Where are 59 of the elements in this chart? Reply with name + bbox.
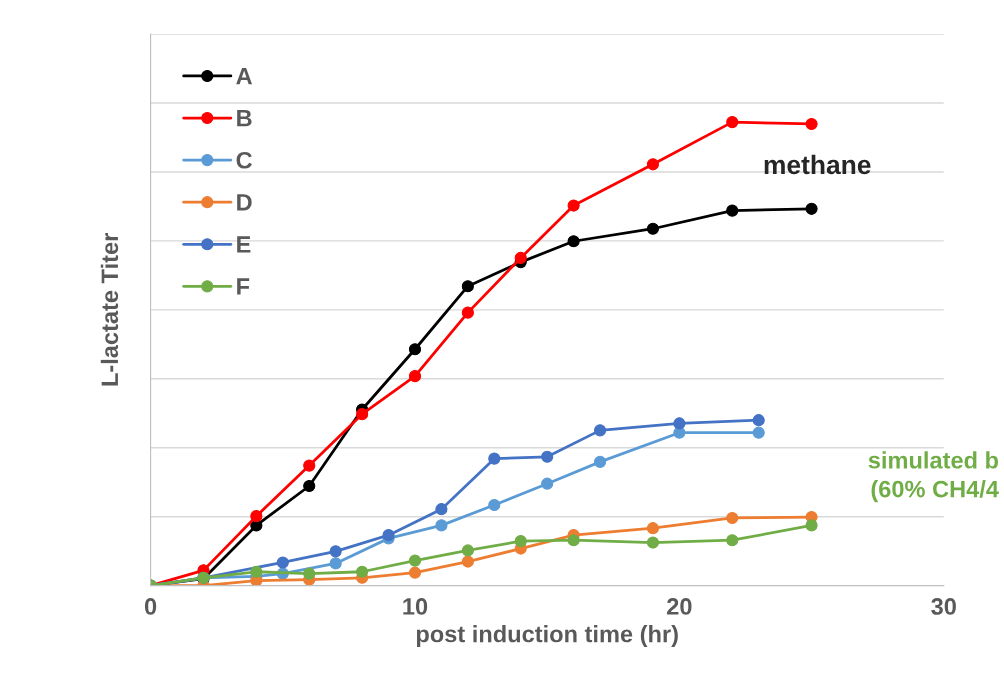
- point: [250, 565, 263, 578]
- point: [329, 545, 342, 558]
- legend-label: A: [236, 67, 253, 85]
- point: [250, 510, 263, 523]
- legend-label: C: [236, 151, 253, 169]
- point: [593, 424, 607, 437]
- point: [726, 204, 739, 217]
- legend-label: F: [237, 278, 250, 295]
- point: [408, 370, 422, 383]
- point: [408, 566, 422, 579]
- point: [435, 519, 448, 532]
- point: [303, 567, 316, 580]
- point: [461, 555, 474, 568]
- point: [726, 116, 739, 129]
- point: [303, 459, 316, 472]
- point: [752, 426, 765, 439]
- legend-label: E: [237, 236, 251, 253]
- x-tick-label: 0: [144, 598, 157, 615]
- point: [356, 408, 369, 421]
- point: [541, 450, 554, 463]
- legend-label: B: [237, 110, 252, 127]
- point: [567, 199, 580, 212]
- point: [673, 417, 686, 430]
- point: [488, 452, 501, 465]
- annotation: methane: [764, 154, 871, 175]
- point: [408, 343, 422, 356]
- point: [805, 117, 818, 131]
- x-tick-label: 10: [403, 598, 428, 615]
- point: [461, 306, 474, 319]
- point: [567, 235, 580, 248]
- point: [514, 251, 527, 265]
- point: [514, 535, 527, 548]
- point: [567, 534, 580, 547]
- annotation: simulated b (60% CH4/4: [868, 451, 999, 503]
- point: [752, 414, 765, 427]
- point: [303, 479, 316, 493]
- x-tick-label: 20: [667, 598, 692, 615]
- point: [593, 455, 607, 468]
- y-axis-title: L-lactate Titer: [100, 233, 119, 386]
- point: [541, 477, 554, 490]
- point: [646, 222, 660, 235]
- point: [726, 534, 739, 547]
- point: [726, 511, 739, 525]
- point: [461, 280, 474, 293]
- x-tick-label: 30: [931, 598, 956, 615]
- point: [488, 498, 501, 512]
- point: [461, 544, 474, 557]
- legend-label: D: [237, 194, 252, 211]
- point: [276, 556, 289, 569]
- point: [435, 503, 448, 516]
- point: [408, 554, 422, 567]
- x-axis-title: post induction time (hr): [416, 625, 678, 648]
- point: [329, 557, 342, 570]
- point: [805, 519, 818, 532]
- point: [646, 158, 660, 171]
- point: [805, 202, 818, 215]
- point: [356, 565, 369, 578]
- point: [646, 522, 660, 535]
- point: [646, 536, 660, 549]
